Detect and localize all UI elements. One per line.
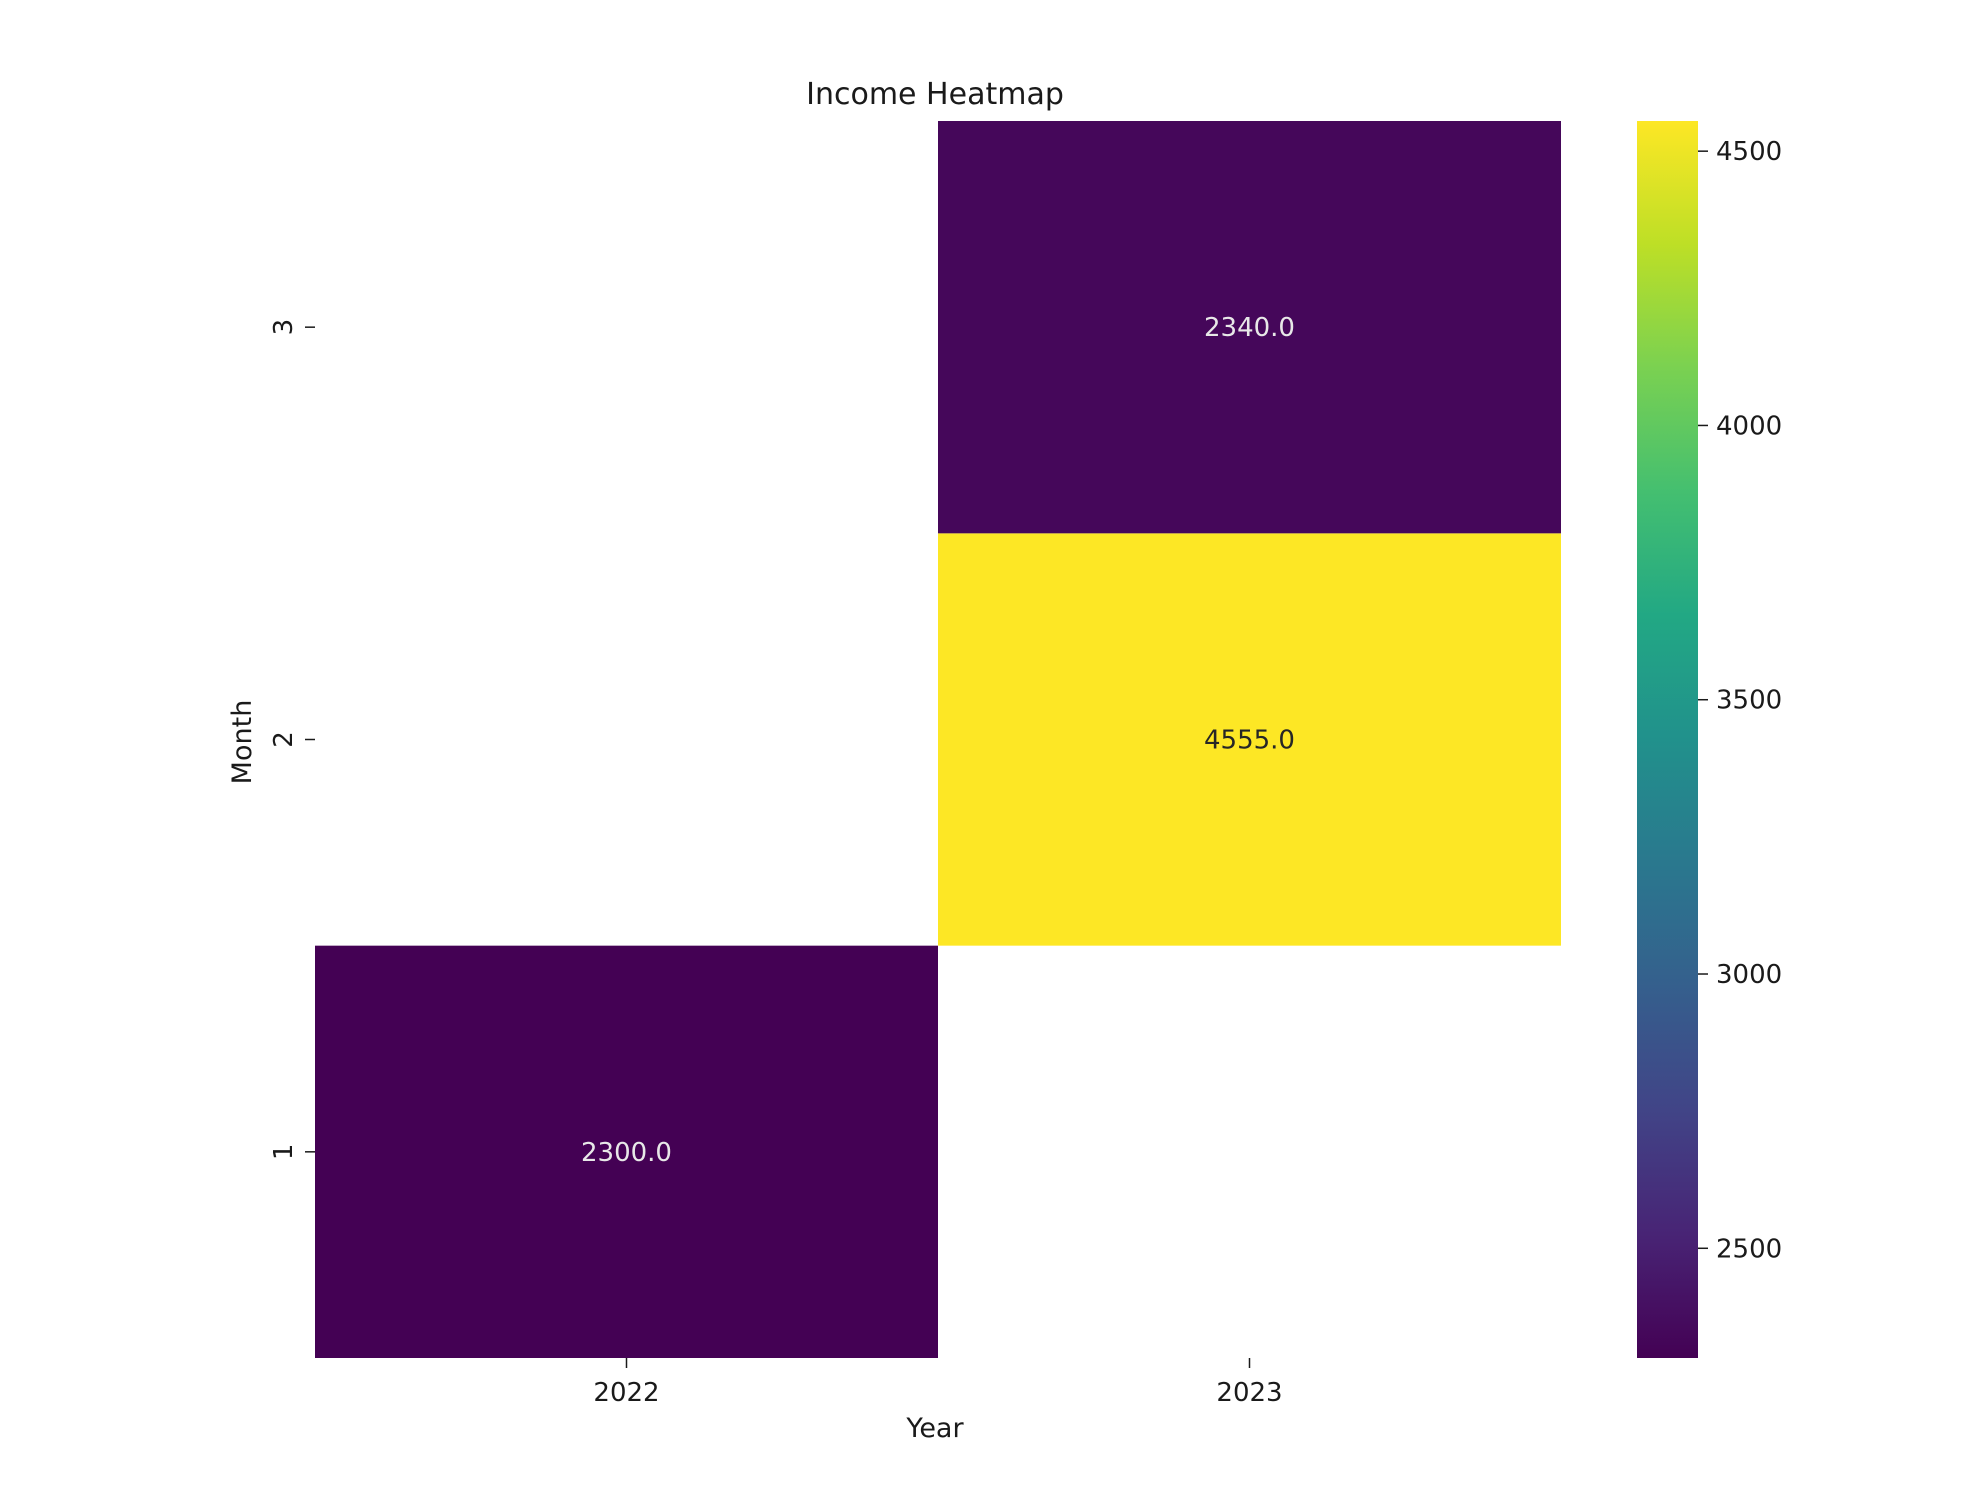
y-tick-label: 3 xyxy=(269,319,299,336)
chart-title: Income Heatmap xyxy=(806,77,1064,112)
x-tick-label: 2022 xyxy=(593,1378,659,1408)
x-tick-label: 2023 xyxy=(1216,1378,1282,1408)
cell-value-label: 2300.0 xyxy=(581,1138,672,1168)
heatmap-cells xyxy=(315,121,1561,1358)
heatmap-cell-2023-2 xyxy=(938,533,1561,946)
x-axis-label: Year xyxy=(905,1413,964,1444)
y-tick-label: 1 xyxy=(269,1144,299,1161)
heatmap-cell-labels: 2300.0 4555.0 2340.0 xyxy=(581,313,1295,1168)
y-tick-label: 2 xyxy=(269,731,299,748)
cell-value-label: 4555.0 xyxy=(1204,726,1295,756)
heatmap-cell-2023-3 xyxy=(938,121,1561,534)
x-axis: 2022 2023 xyxy=(593,1358,1283,1408)
colorbar-tick-label: 2500 xyxy=(1716,1234,1782,1264)
y-axis-label: Month xyxy=(227,700,258,785)
colorbar: 2500 3000 3500 4000 4500 xyxy=(1637,121,1782,1358)
y-axis: 1 2 3 xyxy=(269,319,315,1160)
colorbar-gradient xyxy=(1637,121,1698,1358)
cell-value-label: 2340.0 xyxy=(1204,313,1295,343)
heatmap-cell-2022-1 xyxy=(315,945,938,1358)
colorbar-tick-label: 3000 xyxy=(1716,960,1782,990)
colorbar-tick-label: 4500 xyxy=(1716,137,1782,167)
colorbar-ticks: 2500 3000 3500 4000 4500 xyxy=(1698,137,1782,1264)
colorbar-tick-label: 4000 xyxy=(1716,411,1782,441)
colorbar-tick-label: 3500 xyxy=(1716,686,1782,716)
